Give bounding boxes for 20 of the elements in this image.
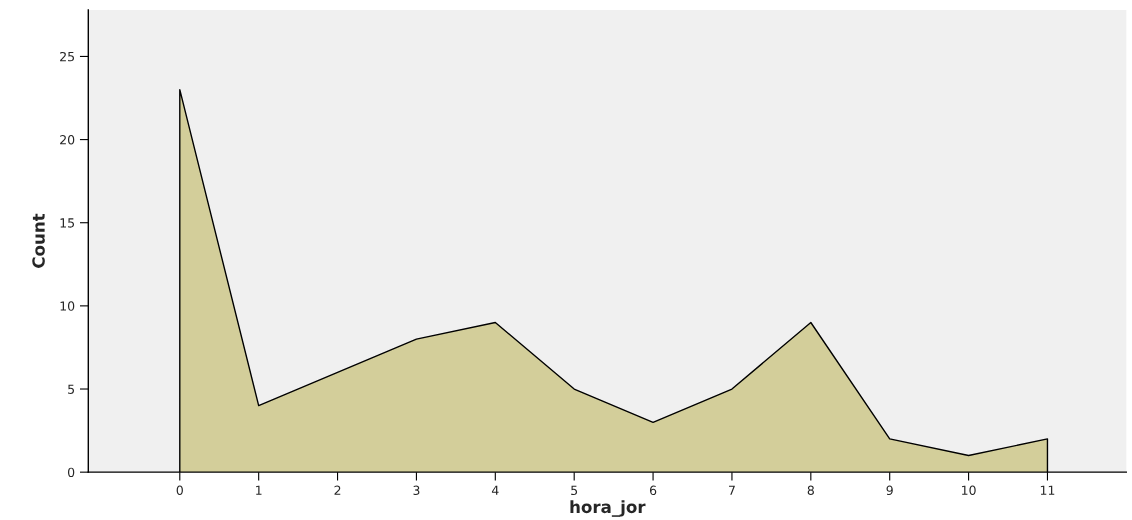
y-tick-label: 10 [60, 301, 75, 311]
x-tick-label: 7 [729, 485, 735, 495]
y-tick-label: 20 [60, 135, 75, 145]
x-tick-label: 2 [334, 485, 341, 495]
x-tick-label: 4 [491, 485, 499, 495]
x-axis-title: hora_jor [570, 500, 646, 517]
y-tick-label: 0 [67, 467, 75, 478]
x-tick-label: 1 [256, 485, 262, 495]
y-tick-label: 25 [60, 51, 75, 62]
x-tick-label: 8 [807, 485, 814, 496]
x-tick-label: 10 [962, 485, 976, 496]
x-tick-label: 6 [649, 485, 657, 496]
x-tick-label: 9 [886, 485, 893, 496]
x-tick-label: 11 [1040, 485, 1055, 495]
x-tick-label: 3 [413, 485, 420, 496]
y-tick-label: 5 [68, 384, 75, 394]
x-tick-label: 5 [571, 485, 578, 496]
x-tick-label: 0 [176, 485, 183, 496]
y-tick-label: 15 [60, 218, 75, 228]
y-axis-title: Count [32, 213, 45, 268]
